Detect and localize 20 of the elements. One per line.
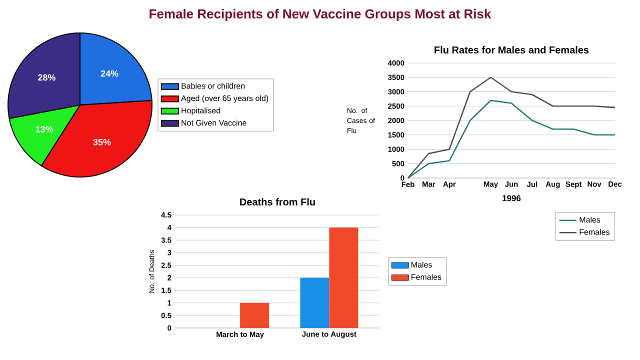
legend-label: Males — [412, 262, 432, 268]
data-label: 13% — [36, 126, 54, 132]
legend-label: Aged (over 65 years old) — [181, 95, 268, 103]
bar — [240, 302, 270, 328]
x-axis-title: 1996 — [502, 195, 521, 202]
legend-label: Males — [580, 216, 600, 223]
chart-title: Deaths from Flu — [240, 198, 315, 206]
bar — [329, 228, 358, 328]
legend-label: Babies or children — [182, 82, 245, 89]
legend-label: Females — [412, 274, 442, 280]
text: Female Recipients of New Vaccine Groups Most at Risk — [150, 8, 492, 22]
data-label: 28% — [38, 74, 56, 81]
legend-label: Females — [580, 228, 610, 235]
data-label: 35% — [93, 138, 111, 146]
legend-label: Not Given Vaccine — [182, 120, 246, 126]
legend-label: Hopitalised — [182, 107, 220, 115]
chart-title: Flu Rates for Males and Females — [434, 46, 589, 54]
bar — [300, 278, 330, 328]
data-label: 24% — [100, 70, 118, 77]
line-series — [407, 100, 616, 179]
